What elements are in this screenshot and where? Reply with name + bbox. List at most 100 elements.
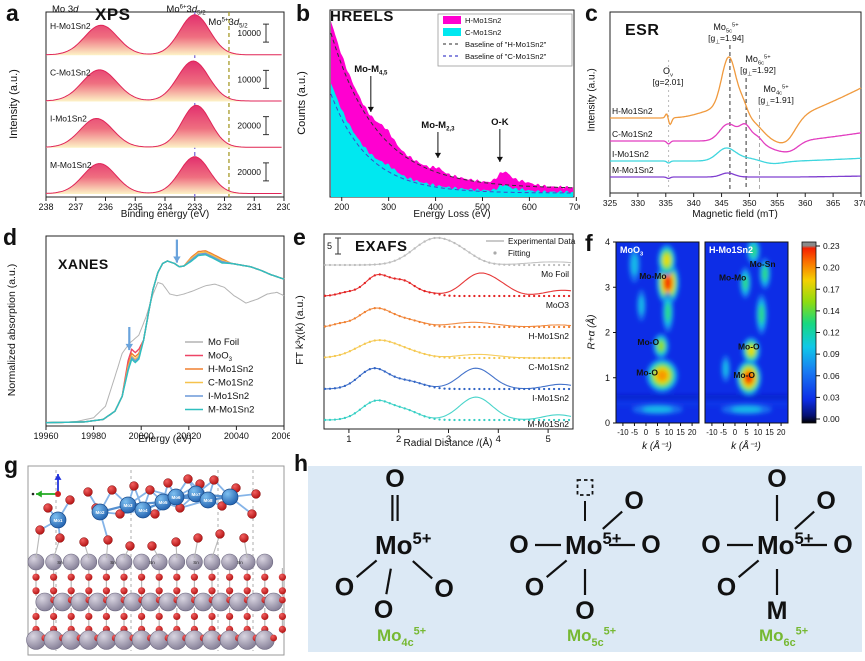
xps-trace-label: M-Mo1Sn2 [50,160,92,170]
exafs-fit-dot [463,418,466,422]
exafs-fit-dot [483,387,486,391]
exafs-fit-dot [438,355,441,359]
oxygen-atom [279,596,286,604]
exafs-fit-dot [518,263,521,267]
single-bond [737,559,760,578]
heatmap-title: MoO3 [620,245,643,258]
oxygen-atom [120,587,128,595]
exafs-fit-dot [393,277,396,280]
x-tick-label: 340 [687,198,701,208]
oxygen-atom [226,587,234,595]
exafs-fit-dot [518,418,521,422]
exafs-trace-label: Mo Foil [541,269,569,279]
x-tick-label: 500 [475,202,490,212]
exafs-fit-dot [498,294,501,298]
exafs-fit-dot [483,259,486,263]
xps-title: XPS [95,5,131,24]
exafs-fit-dot [393,259,396,262]
oxygen-atom [50,612,58,621]
esr-annotation: Mo4c5+ [763,84,789,97]
exafs-fit-dot [353,263,357,267]
xps-plot: H-Mo1Sn2 10000 C-Mo1Sn2 10000 I-Mo1Sn2 20000 M… [38,3,290,212]
exafs-fit-dot [413,319,416,322]
exafs-fit-dot [433,355,436,358]
exafs-yaxis-label: FT k³χ(k) (a.u.) [294,295,306,365]
xanes-plot-frame [45,235,285,427]
exafs-fit-dot [388,261,391,264]
x-tick-label: 231 [247,202,262,212]
x-tick-label: 0 [644,428,649,437]
exafs-fit-dot [388,276,391,279]
oxygen-atom [215,529,225,539]
exafs-fit-dot [547,387,551,391]
oxygen-atom [226,573,234,581]
exafs-fit-dot [562,263,566,267]
exafs-fit-dot [552,387,556,391]
exafs-fit-dot [363,310,366,314]
exafs-fit-dot [513,356,516,360]
exafs-fit-dot [378,307,381,310]
scalebar-value: 20000 [237,167,261,177]
oxygen-atom [209,475,219,485]
exafs-fit-dot [398,405,401,408]
oxygen-atom [173,573,181,581]
x-tick-label: 5 [744,428,749,437]
species-caption: Mo6c5+ [759,626,808,649]
ligand-label: O [385,465,404,493]
oxygen-atom [190,587,198,595]
exafs-fit-dot [453,387,456,391]
exafs-fit-dot [508,294,511,298]
oxygen-atom [208,573,216,581]
esr-trace-label: C-Mo1Sn2 [612,129,653,139]
x-tick-label: 19980 [81,431,106,441]
xanes-xaxis-label: Energy (eV) [138,434,192,445]
x-tick-label: 3 [446,434,451,445]
single-bond [355,559,378,578]
exafs-fit-dot [403,279,406,282]
hreels-H-area [330,21,574,198]
sn-atom-label: Sn [149,560,155,565]
esr-annotation: Mo6c5+ [745,54,771,67]
exafs-fit-dot [413,411,416,414]
oxygen-atom [107,485,117,495]
hreels-C-area [330,83,574,197]
single-bond [602,510,623,530]
oxygen-atom [103,535,113,545]
xanes-yaxis-label: Normalized absorption (a.u.) [6,263,18,397]
panel-letter-a: a [6,0,19,26]
esr-annotation: Mo5c5+ [713,22,739,35]
exafs-fit-dot [433,324,436,327]
exafs-fit-dot [567,356,571,360]
ligand-label: O [525,573,544,601]
exafs-fit-dot [478,325,481,329]
exafs-fit-dot [518,325,521,329]
exafs-fit-dot [493,325,496,329]
mo-center-label: Mo5+ [565,529,622,560]
wavelet-xaxis-label-left: k (Å⁻¹) [642,441,672,452]
exafs-fit-dot [448,418,451,422]
baseline-C [330,93,574,194]
exafs-fit-dot [518,294,521,298]
exafs-fit-dot [562,325,566,329]
exafs-fit-dot [453,356,456,360]
x-tick-label: 20 [688,428,697,437]
exafs-fit-dot [557,263,561,267]
exafs-fit-dot [513,263,516,267]
oxygen-atom [102,587,110,595]
single-bond [794,510,815,530]
exafs-fit-dot [533,356,536,360]
colorbar-tick-label: 0.03 [823,392,840,402]
exafs-fit-dot [338,292,342,295]
exafs-fit-dot [448,239,451,242]
mo-atom-label: Mo7 [192,492,201,497]
y-tick-label: 0 [605,418,610,428]
panel-a-xps: H-Mo1Sn2 10000 C-Mo1Sn2 10000 I-Mo1Sn2 20000 M… [0,0,290,225]
exafs-fit-dot [567,294,571,298]
legend-swatch [443,28,461,36]
exafs-fit-dot [498,325,501,329]
xanes-trace [45,281,285,424]
x-tick-label: -5 [720,428,728,437]
oxygen-atom [247,509,257,519]
surface-bond [35,529,41,559]
